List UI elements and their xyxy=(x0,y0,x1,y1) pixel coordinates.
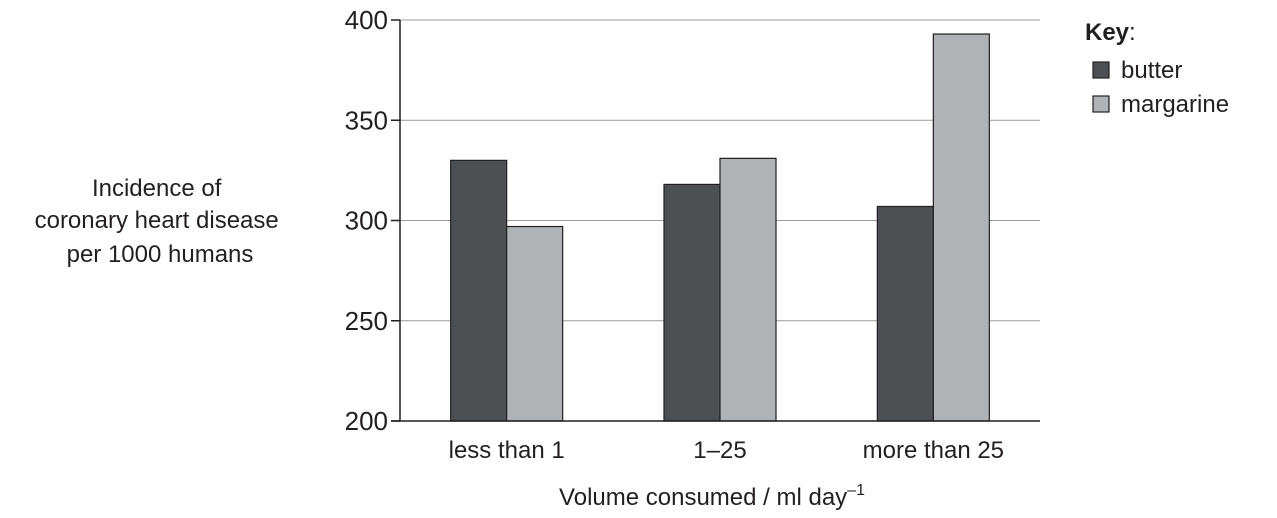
legend: Key: butter margarine xyxy=(1085,19,1229,118)
bar-butter xyxy=(876,205,934,422)
y-tick-label: 400 xyxy=(345,5,388,35)
y-axis-label-line: per 1000 humans xyxy=(67,241,254,268)
axes xyxy=(391,19,1040,422)
y-tick-label: 300 xyxy=(345,206,388,236)
legend-title-colon: : xyxy=(1129,19,1136,46)
x-tick-label: less than 1 xyxy=(449,437,565,464)
legend-title: Key: xyxy=(1085,19,1136,46)
legend-title-text: Key xyxy=(1085,19,1130,46)
x-axis-label-text: Volume consumed / ml day xyxy=(559,484,847,511)
x-tick-label: more than 25 xyxy=(863,437,1004,464)
y-tick-label: 200 xyxy=(345,406,388,436)
y-axis-label: Incidence of coronary heart disease per … xyxy=(35,175,286,268)
bar-butter xyxy=(450,159,508,422)
bar-margarine xyxy=(932,33,990,422)
bars xyxy=(450,33,990,422)
legend-label-margarine: margarine xyxy=(1121,91,1229,118)
x-tick-label: 1–25 xyxy=(693,437,746,464)
y-axis-label-line: coronary heart disease xyxy=(35,207,279,234)
legend-swatch-margarine xyxy=(1092,95,1110,113)
bar-margarine xyxy=(719,157,777,422)
x-axis-label: Volume consumed / ml day–1 xyxy=(559,482,865,511)
legend-items: butter margarine xyxy=(1092,57,1229,118)
bar-margarine xyxy=(506,225,564,422)
legend-swatch-butter xyxy=(1092,61,1110,79)
y-axis-label-line: Incidence of xyxy=(92,175,222,202)
y-tick-labels: 200 250 300 350 400 xyxy=(345,5,388,436)
x-axis-label-superscript: –1 xyxy=(847,482,865,499)
y-tick-label: 250 xyxy=(345,306,388,336)
bar-butter xyxy=(663,183,721,422)
y-tick-label: 350 xyxy=(345,105,388,135)
x-tick-labels: less than 1 1–25 more than 25 xyxy=(449,437,1004,464)
legend-label-butter: butter xyxy=(1121,57,1182,84)
